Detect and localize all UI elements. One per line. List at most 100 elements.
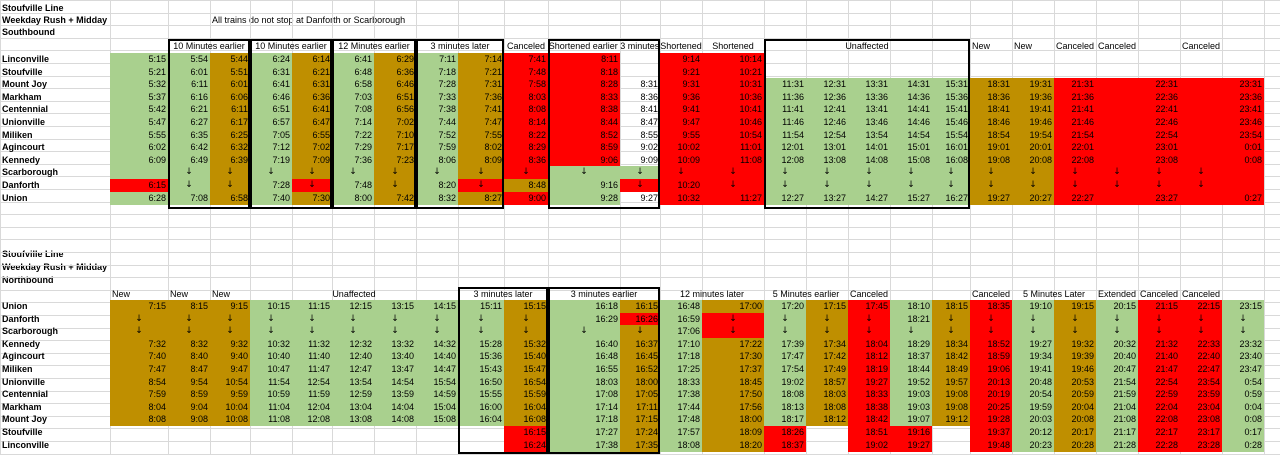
sb-time-cell: 6:24 xyxy=(250,53,292,66)
down-arrow-icon: ↓ xyxy=(1138,166,1180,180)
nb-time-cell: 17:30 xyxy=(702,350,764,364)
nb-time-cell: 21:17 xyxy=(1096,426,1138,439)
gridline-v xyxy=(416,0,417,454)
sb-time-cell xyxy=(970,66,1012,79)
nb-time-cell: 16:18 xyxy=(548,300,620,313)
sb-time-cell: 14:08 xyxy=(848,153,890,167)
sb-time-cell xyxy=(1138,53,1180,66)
sb-time-cell: 7:42 xyxy=(374,191,416,205)
nb-station-label: Stoufville xyxy=(2,427,43,437)
gridline-h xyxy=(0,202,1280,203)
sb-time-cell: 6:11 xyxy=(210,103,250,117)
sb-time-cell: 6:31 xyxy=(292,78,332,92)
sb-time-cell: 7:38 xyxy=(416,103,458,117)
nb-time-cell: 20:48 xyxy=(1012,375,1054,389)
down-arrow-icon: ↓ xyxy=(848,166,890,180)
nb-time-cell: 17:06 xyxy=(660,325,702,339)
sb-time-cell: 8:03 xyxy=(504,90,548,104)
sb-time-cell: 9:02 xyxy=(640,142,658,153)
nb-group-header: 3 minutes later xyxy=(473,289,533,299)
nb-time-cell: 11:08 xyxy=(250,413,292,427)
sb-time-cell: 7:28 xyxy=(416,78,458,92)
nb-time-cell: 18:57 xyxy=(806,375,848,389)
nb-time-cell: 17:47 xyxy=(764,350,806,364)
nb-time-cell: 17:39 xyxy=(764,337,806,351)
nb-station-label: Mount Joy xyxy=(2,414,47,425)
down-arrow-icon: ↓ xyxy=(374,179,416,192)
sb-time-cell: 18:31 xyxy=(970,78,1012,92)
sb-direction: Southbound xyxy=(2,27,55,37)
sb-time-cell: 8:32 xyxy=(416,191,458,205)
down-arrow-icon: ↓ xyxy=(848,312,890,326)
nb-time-cell: 19:27 xyxy=(890,438,932,452)
down-arrow-icon: ↓ xyxy=(970,312,1012,326)
sb-time-cell: 6:47 xyxy=(292,116,332,129)
nb-time-cell: 12:54 xyxy=(292,375,332,389)
down-arrow-icon: ↓ xyxy=(970,179,1012,192)
nb-time-cell: 7:40 xyxy=(110,350,168,364)
nb-time-cell: 22:40 xyxy=(1180,350,1222,364)
nb-time-cell: 8:47 xyxy=(168,363,210,376)
nb-time-cell: 21:40 xyxy=(1138,350,1180,364)
nb-time-cell: 12:59 xyxy=(332,388,374,402)
down-arrow-icon: ↓ xyxy=(702,312,764,326)
sb-time-cell: 21:54 xyxy=(1054,128,1096,142)
down-arrow-icon: ↓ xyxy=(890,166,932,180)
nb-time-cell: 10:04 xyxy=(210,400,250,414)
nb-time-cell: 0:54 xyxy=(1222,375,1264,389)
sb-group-header: New xyxy=(972,41,991,51)
down-arrow-icon: ↓ xyxy=(1012,325,1054,339)
nb-time-cell: 18:10 xyxy=(890,300,932,313)
nb-time-cell: 19:48 xyxy=(970,438,1012,452)
nb-time-cell: 19:02 xyxy=(848,438,890,452)
nb-time-cell: 17:35 xyxy=(620,438,660,452)
nb-time-cell: 23:28 xyxy=(1180,438,1222,452)
gridline-h xyxy=(0,25,1280,26)
nb-time-cell: 17:27 xyxy=(548,426,620,439)
nb-time-cell: 16:24 xyxy=(504,438,548,452)
sb-time-cell: 8:38 xyxy=(548,103,620,117)
nb-group-header: New xyxy=(170,289,189,299)
down-arrow-icon: ↓ xyxy=(374,325,416,339)
gridline-v xyxy=(292,0,293,454)
sb-time-cell: 10:54 xyxy=(702,128,764,142)
gridline-v xyxy=(806,0,807,454)
sb-time-cell: 6:48 xyxy=(332,65,374,79)
nb-station-label: Centennial xyxy=(2,389,49,400)
gridline-v xyxy=(702,0,703,454)
down-arrow-icon: ↓ xyxy=(806,312,848,326)
nb-time-cell: 21:54 xyxy=(1096,375,1138,389)
nb-time-cell: 22:28 xyxy=(1138,438,1180,452)
sb-time-cell xyxy=(890,53,932,66)
nb-time-cell: 14:32 xyxy=(416,337,458,351)
nb-time-cell xyxy=(932,439,970,452)
nb-time-cell: 17:18 xyxy=(660,350,702,364)
sb-time-cell: 22:36 xyxy=(1138,90,1180,104)
nb-time-cell: 17:00 xyxy=(702,300,764,313)
nb-time-cell: 9:04 xyxy=(168,400,210,414)
nb-time-cell: 17:15 xyxy=(620,413,660,427)
nb-time-cell: 18:29 xyxy=(890,337,932,351)
sb-time-cell xyxy=(1222,166,1264,180)
sb-time-cell: 15:54 xyxy=(932,128,970,142)
nb-time-cell: 21:08 xyxy=(1096,413,1138,427)
down-arrow-icon: ↓ xyxy=(292,179,332,192)
nb-time-cell: 15:40 xyxy=(504,350,548,364)
gridline-v xyxy=(1096,0,1097,454)
sb-time-cell: 7:05 xyxy=(250,128,292,142)
down-arrow-icon: ↓ xyxy=(374,312,416,326)
sb-time-cell: 8:22 xyxy=(504,128,548,142)
sb-group-header: 10 Minutes earlier xyxy=(173,41,245,51)
nb-time-cell: 19:03 xyxy=(890,388,932,402)
nb-time-cell: 14:40 xyxy=(416,350,458,364)
nb-time-cell: 17:44 xyxy=(660,400,702,414)
sb-group-header: Shortened xyxy=(660,41,702,51)
nb-station-label: Danforth xyxy=(2,313,40,324)
sb-time-cell xyxy=(890,66,932,79)
nb-group-header: Extended xyxy=(1098,289,1137,299)
down-arrow-icon: ↓ xyxy=(1054,166,1096,180)
nb-time-cell: 23:54 xyxy=(1180,375,1222,389)
sb-time-cell: 13:27 xyxy=(806,191,848,205)
sb-time-cell xyxy=(1096,53,1138,66)
nb-time-cell: 18:00 xyxy=(702,413,764,427)
